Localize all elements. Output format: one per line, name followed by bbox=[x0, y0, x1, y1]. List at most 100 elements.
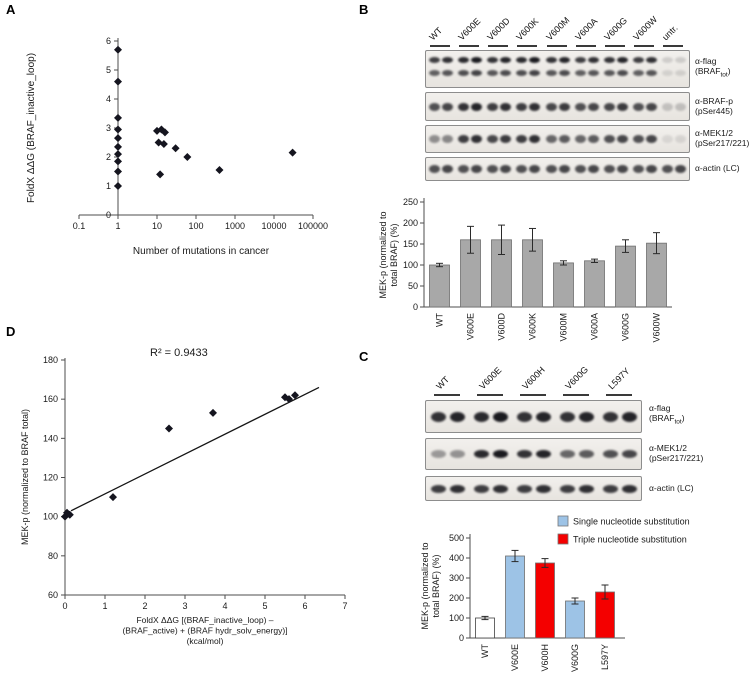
blot-band bbox=[545, 102, 557, 111]
blot-band bbox=[470, 165, 482, 173]
blot-band bbox=[574, 165, 586, 173]
blot-band bbox=[621, 450, 637, 458]
bar-WT bbox=[475, 617, 495, 639]
lane-label: V600W bbox=[631, 14, 660, 43]
category-label: V600D bbox=[497, 313, 507, 341]
data-point bbox=[109, 493, 117, 502]
legend-swatch bbox=[557, 533, 569, 545]
lane-label: untr. bbox=[660, 22, 681, 43]
data-point bbox=[114, 150, 122, 159]
blot-band bbox=[487, 102, 499, 111]
panel-b-blots: WT V600E V600D V600K V600M V600A V600G V600W unt… bbox=[375, 5, 756, 195]
y-tick-label: 80 bbox=[48, 551, 58, 561]
blot-band bbox=[441, 69, 453, 76]
blot-band bbox=[616, 69, 628, 76]
category-label: V600K bbox=[528, 313, 538, 340]
blot-band bbox=[646, 69, 658, 76]
trendline bbox=[70, 386, 320, 512]
lane-group-line bbox=[429, 45, 450, 47]
panel-b-bar-chart: 0 50 100 150 200 250 WT V600E V600D V600K V600M V60… bbox=[378, 195, 718, 355]
blot-band bbox=[428, 57, 440, 64]
bar-V600A bbox=[584, 260, 605, 308]
blot-band bbox=[487, 57, 499, 64]
blot-band bbox=[545, 69, 557, 76]
blot-band bbox=[529, 102, 541, 111]
lane-label: V600E bbox=[456, 16, 483, 43]
blot-band bbox=[587, 165, 599, 173]
bar-V600M bbox=[553, 262, 574, 308]
y-tick-label: 3 bbox=[106, 123, 111, 133]
panel-b-label: B bbox=[359, 2, 369, 17]
data-point bbox=[114, 125, 122, 134]
blot-band bbox=[574, 102, 586, 111]
blot-band bbox=[535, 450, 551, 458]
data-point bbox=[114, 182, 122, 190]
data-point bbox=[114, 45, 122, 54]
data-point bbox=[285, 395, 293, 404]
y-tick-label: 50 bbox=[408, 281, 418, 291]
lane-group-line bbox=[562, 394, 589, 396]
x-axis-title: Number of mutations in cancer bbox=[133, 246, 270, 257]
blot-band bbox=[559, 450, 575, 458]
lane-label: L597Y bbox=[605, 365, 632, 392]
blot-row bbox=[425, 92, 690, 121]
lane-group-line bbox=[476, 394, 503, 396]
blot-band bbox=[470, 69, 482, 76]
blot-band bbox=[500, 135, 512, 143]
data-point bbox=[114, 167, 122, 176]
blot-band bbox=[473, 450, 489, 458]
lane-group-line bbox=[517, 45, 538, 47]
r-squared-annotation: R² = 0.9433 bbox=[150, 347, 208, 359]
data-point bbox=[156, 170, 165, 179]
lane-group-line bbox=[433, 394, 460, 396]
blot-band bbox=[500, 69, 512, 76]
y-tick-label: 400 bbox=[449, 553, 464, 563]
blot-row-label: α-MEK1/2 (pSer217/221) bbox=[695, 128, 750, 148]
data-point bbox=[114, 113, 122, 122]
panel-c-blots: WT V600E V600H V600G L597Y α-flag (BRAFtot) α-M… bbox=[375, 352, 756, 507]
blot-band bbox=[616, 102, 628, 111]
blot-band bbox=[574, 69, 586, 76]
data-point bbox=[183, 153, 192, 161]
category-label: V600E bbox=[466, 313, 476, 340]
bar-V600H bbox=[535, 562, 555, 639]
x-tick-label: 1000 bbox=[225, 221, 245, 231]
blot-band bbox=[428, 165, 440, 173]
blot-band bbox=[574, 135, 586, 143]
data-point bbox=[281, 393, 289, 402]
blot-band bbox=[545, 135, 557, 143]
panel-a-scatter-chart: 0 1 2 3 4 5 6 0.1 1 10 100 1000 10000 100000 Number of… bbox=[10, 8, 350, 273]
data-point bbox=[291, 391, 299, 400]
category-label: WT bbox=[435, 313, 445, 327]
blot-band bbox=[621, 484, 637, 493]
category-label: V600H bbox=[540, 644, 550, 672]
data-point bbox=[114, 142, 122, 151]
blot-band bbox=[473, 411, 489, 422]
bar-V600G bbox=[615, 245, 636, 308]
blot-band bbox=[578, 450, 594, 458]
x-tick-label: 2 bbox=[142, 601, 147, 611]
y-tick-label: 500 bbox=[449, 533, 464, 543]
lane-label: V600A bbox=[572, 16, 600, 43]
x-axis-title: FoldX ΔΔG [(BRAF_inactive_loop) – bbox=[136, 615, 273, 625]
lane-label: V600K bbox=[514, 16, 541, 43]
category-label: V600A bbox=[590, 313, 600, 340]
blot-band bbox=[559, 411, 575, 422]
panel-d-scatter-chart: 60 80 100 120 140 160 180 0 1 2 3 4 5 6 7 R² = 0.9433 Fo… bbox=[10, 330, 370, 675]
x-axis-title: (kcal/mol) bbox=[187, 636, 224, 646]
blot-band bbox=[662, 165, 674, 173]
x-tick-label: 100000 bbox=[298, 221, 328, 231]
data-point bbox=[114, 134, 122, 143]
x-tick-label: 3 bbox=[182, 601, 187, 611]
blot-row bbox=[425, 50, 690, 88]
lane-group-line bbox=[519, 394, 546, 396]
blot-row bbox=[425, 438, 642, 470]
blot-band bbox=[559, 484, 575, 493]
y-tick-label: 100 bbox=[43, 512, 58, 522]
blot-row bbox=[425, 157, 690, 181]
category-label: WT bbox=[480, 644, 490, 658]
blot-band bbox=[500, 57, 512, 64]
blot-band bbox=[558, 69, 570, 76]
blot-row-label: α-BRAF-p (pSer445) bbox=[695, 95, 733, 116]
lane-label: V600E bbox=[476, 365, 503, 392]
